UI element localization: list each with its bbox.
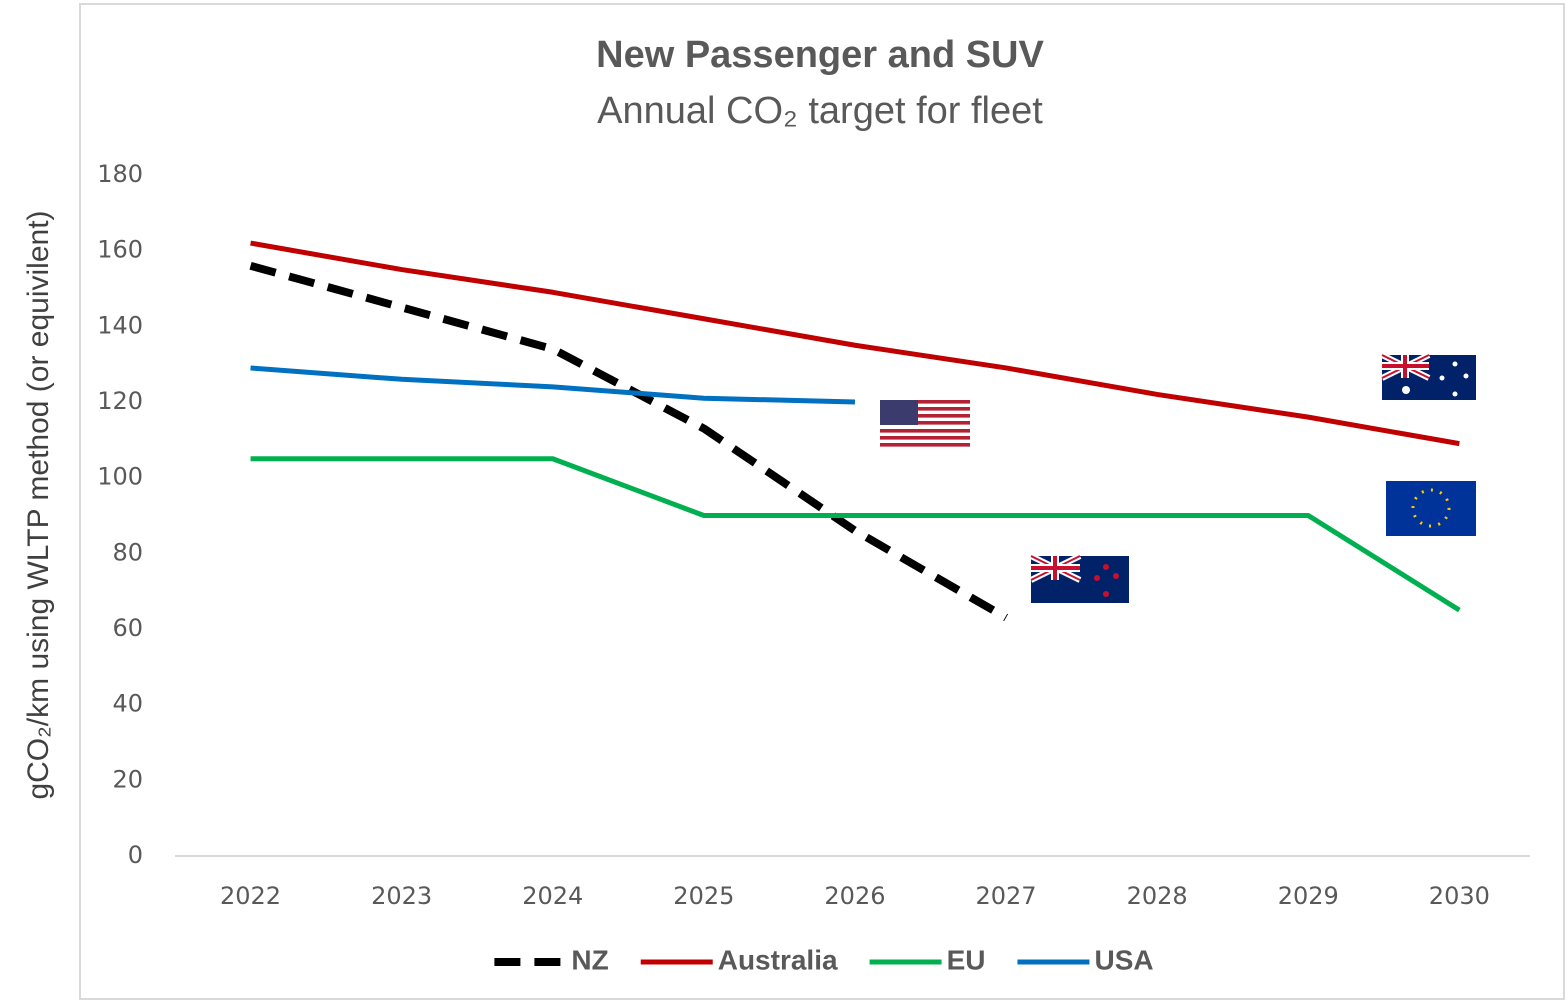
flag-usa [880, 400, 970, 447]
y-axis-label: gCO₂/km using WLTP method (or equivilent… [22, 210, 55, 799]
x-tick-label: 2027 [976, 882, 1037, 910]
flag-eu [1386, 481, 1476, 536]
flag-nz [1029, 553, 1129, 603]
series-line [250, 456, 1461, 613]
legend-label: Australia [718, 944, 838, 975]
legend-label: EU [947, 944, 986, 975]
y-tick-label: 40 [112, 690, 143, 718]
x-tick-label: 2025 [673, 882, 734, 910]
x-tick-label: 2023 [371, 882, 432, 910]
x-tick-label: 2024 [522, 882, 583, 910]
flag-australia [1380, 352, 1476, 400]
x-tick-label: 2028 [1127, 882, 1188, 910]
y-tick-label: 100 [97, 463, 143, 491]
legend-label: USA [1094, 944, 1153, 975]
y-tick-label: 120 [97, 387, 143, 415]
y-tick-label: 60 [112, 614, 143, 642]
chart-subtitle: Annual CO₂ target for fleet [597, 90, 1043, 132]
y-tick-label: 180 [97, 160, 143, 188]
series-line [249, 261, 1009, 622]
series-line [250, 365, 856, 405]
y-tick-label: 160 [97, 236, 143, 264]
x-tick-label: 2029 [1278, 882, 1339, 910]
y-tick-label: 140 [97, 311, 143, 339]
y-tick-label: 0 [128, 841, 143, 869]
chart-frame [79, 3, 1565, 1000]
x-tick-label: 2022 [220, 882, 281, 910]
x-tick-label: 2030 [1429, 882, 1490, 910]
y-tick-label: 20 [112, 765, 143, 793]
y-tick-label: 80 [112, 538, 143, 566]
legend-label: NZ [571, 944, 608, 975]
series-line [250, 240, 1460, 447]
x-tick-label: 2026 [824, 882, 885, 910]
chart-title: New Passenger and SUV [596, 34, 1044, 76]
